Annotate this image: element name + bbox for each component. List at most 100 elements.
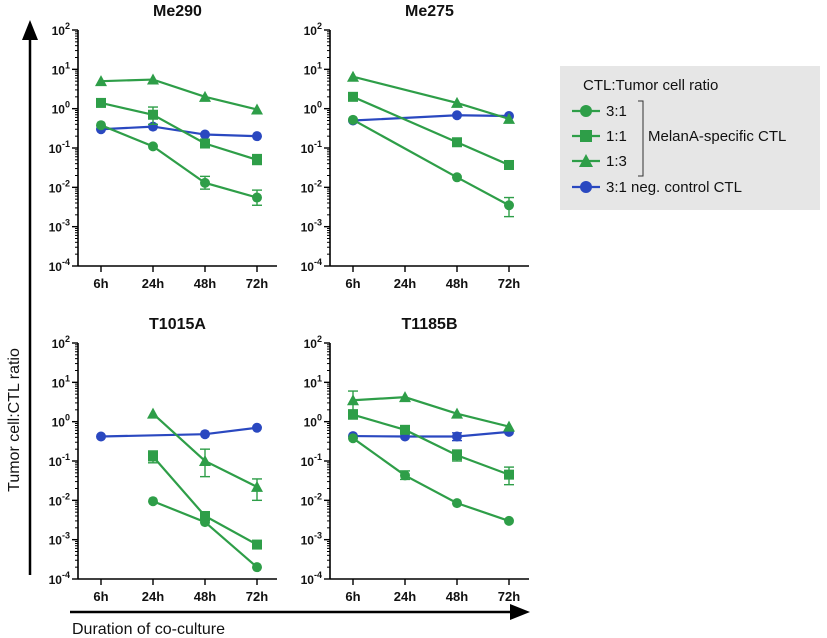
data-point xyxy=(96,431,106,442)
series-1-1 xyxy=(148,450,262,550)
y-tick-label: 100 xyxy=(52,100,70,117)
x-tick-label: 24h xyxy=(394,276,416,291)
data-point xyxy=(252,192,262,203)
x-tick-label: 48h xyxy=(194,276,216,291)
data-point xyxy=(252,539,262,550)
data-point xyxy=(347,70,359,82)
series-line xyxy=(352,95,510,166)
panel-t1015a: T1015A 102 101 100 10-1 10-2 10-3 10-4 6h 24h 48h 7… xyxy=(49,316,277,604)
y-tick-label: 10-1 xyxy=(301,452,322,469)
series-1-1 xyxy=(348,409,514,486)
data-point xyxy=(452,172,462,183)
data-point xyxy=(451,407,463,419)
data-point xyxy=(400,470,410,481)
data-point xyxy=(200,429,210,440)
y-tick-label: 100 xyxy=(304,100,322,117)
data-point xyxy=(503,420,515,432)
data-point xyxy=(95,75,107,87)
legend-label-4: 3:1 neg. control CTL xyxy=(606,179,742,196)
series-1-3 xyxy=(347,70,515,124)
series-3-1 xyxy=(348,433,514,526)
x-tick-label: 6h xyxy=(93,276,108,291)
data-point xyxy=(252,562,262,573)
panel-me290: Me290 102 101 100 10-1 10-2 10-3 10-4 6h 24h 48h 72… xyxy=(49,3,277,291)
legend-group-label: MelanA-specific CTL xyxy=(648,128,786,145)
data-point xyxy=(96,97,106,108)
data-point xyxy=(452,450,462,461)
y-tick-label: 102 xyxy=(304,334,322,351)
y-tick-label: 100 xyxy=(304,413,322,430)
y-tick-label: 102 xyxy=(52,21,70,38)
data-point xyxy=(147,407,159,419)
data-point xyxy=(504,515,514,526)
y-tick-label: 10-4 xyxy=(301,257,322,274)
y-tick-label: 100 xyxy=(52,413,70,430)
data-point xyxy=(252,131,262,142)
series-1-1 xyxy=(348,91,514,170)
series-3-1 xyxy=(96,120,262,206)
y-tick-label: 102 xyxy=(304,21,322,38)
data-point xyxy=(400,424,410,435)
y-tick-label: 10-4 xyxy=(301,570,322,587)
series-1-3 xyxy=(347,390,515,432)
x-tick-label: 72h xyxy=(246,589,268,604)
data-point xyxy=(452,110,462,121)
series-line xyxy=(100,125,258,138)
y-tick-label: 101 xyxy=(304,373,322,390)
series-3-1 xyxy=(348,114,514,218)
data-point xyxy=(348,433,358,444)
series-line xyxy=(352,114,510,122)
panel-title: Me290 xyxy=(153,3,202,20)
data-point xyxy=(200,177,210,188)
legend-label-3: 1:3 xyxy=(606,153,627,170)
x-arrowhead xyxy=(510,604,530,620)
data-point xyxy=(452,137,462,148)
data-point xyxy=(148,451,158,462)
legend-label-1: 3:1 xyxy=(606,103,627,120)
data-point xyxy=(348,114,358,125)
panel-title: Me275 xyxy=(405,3,454,20)
data-point xyxy=(251,103,263,115)
legend-marker xyxy=(579,154,593,167)
series-line xyxy=(352,396,510,428)
x-tick-label: 6h xyxy=(345,589,360,604)
data-point xyxy=(200,510,210,521)
y-tick-label: 101 xyxy=(52,60,70,77)
x-tick-label: 72h xyxy=(246,276,268,291)
y-tick-label: 10-1 xyxy=(49,452,70,469)
x-tick-label: 48h xyxy=(446,276,468,291)
panel-title: T1015A xyxy=(149,316,206,333)
x-axis-label: Duration of co-culture xyxy=(72,621,225,638)
x-tick-label: 72h xyxy=(498,276,520,291)
data-point xyxy=(252,154,262,165)
legend-marker xyxy=(580,130,592,142)
panel-t1185b: T1185B 102 101 100 10-1 10-2 10-3 10-4 6h 24h 48h 7… xyxy=(301,316,529,604)
series-3-1-neg-control-ctl xyxy=(96,422,262,442)
series-line xyxy=(352,75,510,120)
x-tick-label: 24h xyxy=(394,589,416,604)
series-line xyxy=(100,101,258,161)
legend-title: CTL:Tumor cell ratio xyxy=(583,77,718,94)
y-tick-label: 10-4 xyxy=(49,257,70,274)
data-point xyxy=(503,112,515,124)
x-tick-label: 24h xyxy=(142,589,164,604)
legend-bracket xyxy=(638,100,644,177)
legend-box xyxy=(560,66,820,210)
y-tick-label: 102 xyxy=(52,334,70,351)
x-tick-label: 48h xyxy=(194,589,216,604)
y-tick-label: 10-3 xyxy=(301,531,322,548)
panel-me275: Me275 102 101 100 10-1 10-2 10-3 10-4 6h 24h 48h 72… xyxy=(301,3,529,291)
data-point xyxy=(452,431,462,442)
data-point xyxy=(199,455,211,466)
x-tick-label: 6h xyxy=(93,589,108,604)
data-point xyxy=(451,96,463,108)
y-tick-label: 101 xyxy=(304,60,322,77)
series-3-1-neg-control-ctl xyxy=(96,121,262,142)
data-point xyxy=(148,141,158,152)
series-1-1 xyxy=(96,97,262,166)
data-point xyxy=(199,90,211,102)
y-tick-label: 10-4 xyxy=(49,570,70,587)
legend: CTL:Tumor cell ratio 3:1 1:1 1:3 3:1 neg… xyxy=(560,66,820,210)
legend-marker xyxy=(580,181,592,193)
